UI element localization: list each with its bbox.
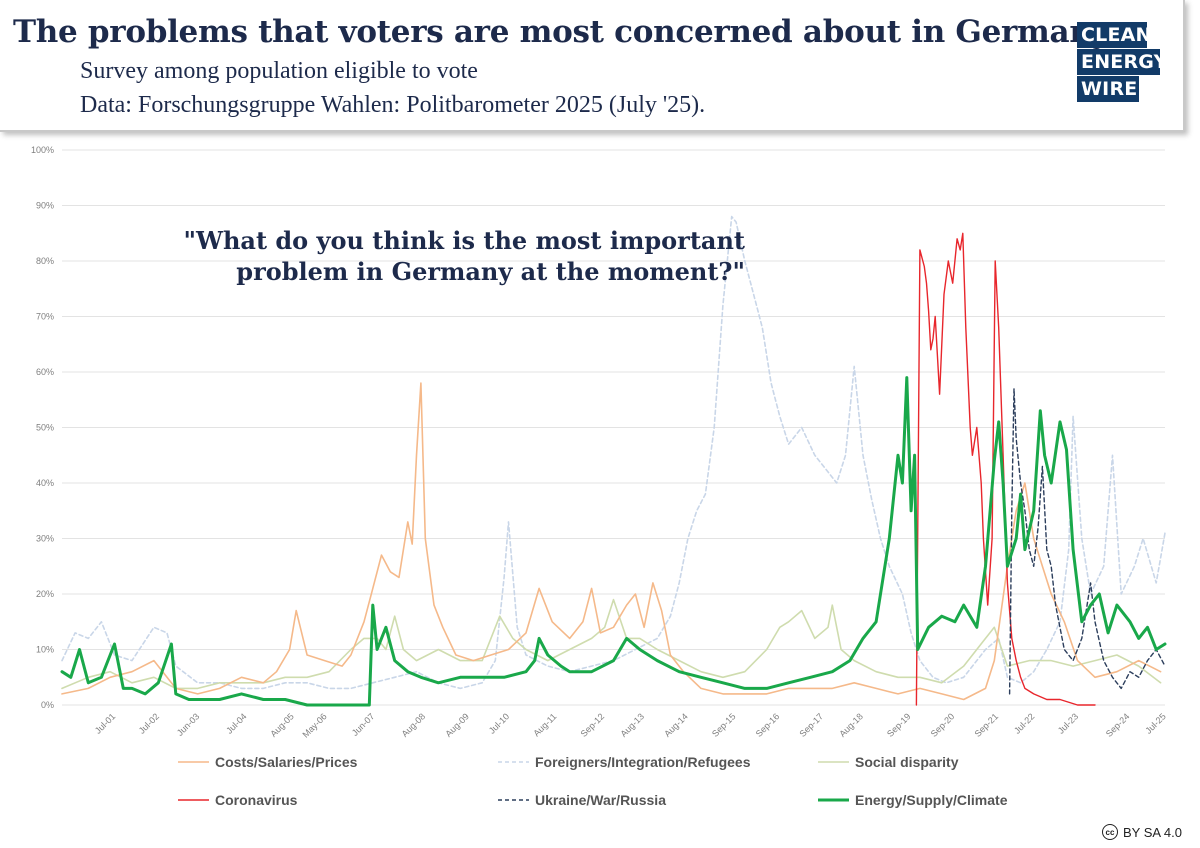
logo-word-wire: WIRE: [1077, 76, 1139, 102]
x-tick-label: May-06: [300, 711, 328, 739]
legend: Costs/Salaries/Prices Foreigners/Integrat…: [178, 754, 1008, 808]
x-tick-label: Jul-01: [93, 711, 117, 735]
x-tick-label: Jul-23: [1056, 711, 1080, 735]
series-lines: [60, 215, 1167, 707]
legend-label-energy: Energy/Supply/Climate: [855, 792, 1008, 808]
y-tick-label: 30%: [36, 534, 54, 544]
x-tick-label: Aug-11: [531, 711, 558, 738]
gridlines: [62, 149, 1165, 706]
x-tick-label: Sep-12: [579, 711, 607, 739]
x-tick-label: Sep-16: [754, 711, 782, 739]
chart-title: The problems that voters are most concer…: [13, 14, 1117, 50]
logo-word-energy: ENERGY: [1077, 49, 1167, 75]
series-line-ukraine: [1008, 388, 1166, 695]
license-text: BY SA 4.0: [1122, 824, 1182, 840]
legend-label-social: Social disparity: [855, 754, 959, 770]
y-tick-label: 50%: [36, 423, 54, 433]
x-tick-label: Sep-20: [929, 711, 957, 739]
x-tick-label: Aug-08: [400, 711, 428, 739]
x-tick-label: Aug-05: [268, 711, 296, 739]
y-tick-label: 80%: [36, 256, 54, 266]
x-tick-label: Aug-14: [662, 711, 690, 739]
header-panel: [0, 0, 1185, 132]
series-line-costs: [61, 382, 1162, 701]
license-credit: cc BY SA 4.0: [1101, 824, 1182, 840]
series-line-social: [61, 598, 1162, 690]
series-line-foreigners: [61, 215, 1166, 690]
x-tick-label: Aug-13: [618, 711, 646, 739]
chart-subtitle: Survey among population eligible to vote: [80, 58, 478, 84]
legend-label-costs: Costs/Salaries/Prices: [215, 754, 358, 770]
legend-label-corona: Coronavirus: [215, 792, 298, 808]
y-tick-label: 20%: [36, 589, 54, 599]
data-source: Data: Forschungsgruppe Wahlen: Politbaro…: [80, 92, 706, 118]
x-tick-label: Jun-03: [175, 711, 202, 738]
x-tick-label: Aug-09: [443, 711, 471, 739]
survey-question: "What do you think is the most important…: [183, 225, 745, 287]
x-tick-label: Jul-02: [137, 711, 161, 735]
x-axis-ticks: Jul-01 Jul-02 Jun-03 Jul-04 Aug-05 May-06 Jun-…: [93, 711, 1168, 739]
survey-question-line-1: "What do you think is the most important: [183, 226, 745, 255]
x-tick-label: Sep-15: [710, 711, 738, 739]
survey-question-line-2: problem in Germany at the moment?": [236, 257, 745, 286]
legend-label-ukraine: Ukraine/War/Russia: [535, 792, 666, 808]
line-chart: 0% 10% 20% 30% 40% 50% 60% 70% 80% 90% 100% Jul-01…: [31, 145, 1168, 808]
x-tick-label: Sep-19: [885, 711, 913, 739]
y-tick-label: 40%: [36, 478, 54, 488]
x-tick-label: Sep-21: [973, 711, 1001, 739]
x-tick-label: Jul-04: [224, 711, 248, 735]
x-tick-label: Jul-10: [487, 711, 511, 735]
logo-word-clean: CLEAN: [1077, 22, 1151, 48]
legend-label-foreigners: Foreigners/Integration/Refugees: [535, 754, 751, 770]
y-tick-label: 70%: [36, 312, 54, 322]
y-axis-ticks: 0% 10% 20% 30% 40% 50% 60% 70% 80% 90% 100%: [31, 145, 54, 710]
x-tick-label: Sep-24: [1104, 711, 1132, 739]
cc-icon: cc: [1101, 824, 1118, 840]
x-tick-label: Jul-22: [1012, 711, 1036, 735]
x-tick-label: Jun-07: [350, 711, 377, 738]
series-line-corona: [915, 232, 1096, 706]
clean-energy-wire-logo: CLEAN ENERGY WIRE: [1077, 22, 1167, 103]
y-tick-label: 90%: [36, 201, 54, 211]
x-tick-label: Jul-25: [1143, 711, 1167, 735]
x-tick-label: Sep-17: [797, 711, 825, 739]
series-line-energy: [60, 376, 1167, 707]
y-tick-label: 10%: [36, 645, 54, 655]
y-tick-label: 100%: [31, 145, 54, 155]
x-tick-label: Aug-18: [837, 711, 865, 739]
y-tick-label: 60%: [36, 367, 54, 377]
y-tick-label: 0%: [41, 700, 54, 710]
